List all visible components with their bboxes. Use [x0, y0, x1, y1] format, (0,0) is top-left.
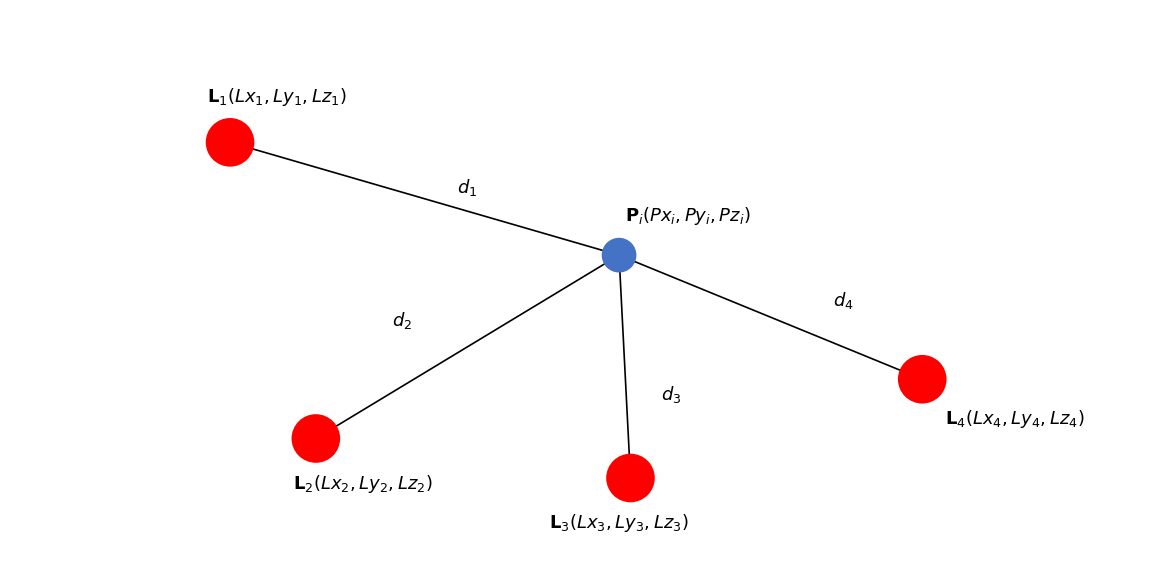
Text: $d_{3}$: $d_{3}$	[661, 384, 681, 405]
Point	[221, 138, 240, 147]
Text: $\mathbf{L}_{4}(Lx_{4},Ly_{4},Lz_{4})$: $\mathbf{L}_{4}(Lx_{4},Ly_{4},Lz_{4})$	[945, 407, 1085, 430]
Point	[307, 434, 325, 443]
Text: $\mathbf{L}_{1}(Lx_{1},Ly_{1},Lz_{1})$: $\mathbf{L}_{1}(Lx_{1},Ly_{1},Lz_{1})$	[207, 86, 346, 108]
Text: $d_{2}$: $d_{2}$	[393, 310, 412, 331]
Text: $\mathbf{L}_{3}(Lx_{3},Ly_{3},Lz_{3})$: $\mathbf{L}_{3}(Lx_{3},Ly_{3},Lz_{3})$	[549, 512, 689, 534]
Text: $d_{4}$: $d_{4}$	[833, 290, 853, 312]
Text: $\mathbf{L}_{2}(Lx_{2},Ly_{2},Lz_{2})$: $\mathbf{L}_{2}(Lx_{2},Ly_{2},Lz_{2})$	[293, 473, 432, 495]
Text: $\mathbf{P}_{i}(Px_{i},Py_{i},Pz_{i})$: $\mathbf{P}_{i}(Px_{i},Py_{i},Pz_{i})$	[625, 205, 750, 227]
Point	[610, 250, 629, 260]
Text: $d_{1}$: $d_{1}$	[456, 177, 477, 198]
Point	[913, 375, 931, 384]
Point	[621, 473, 639, 483]
